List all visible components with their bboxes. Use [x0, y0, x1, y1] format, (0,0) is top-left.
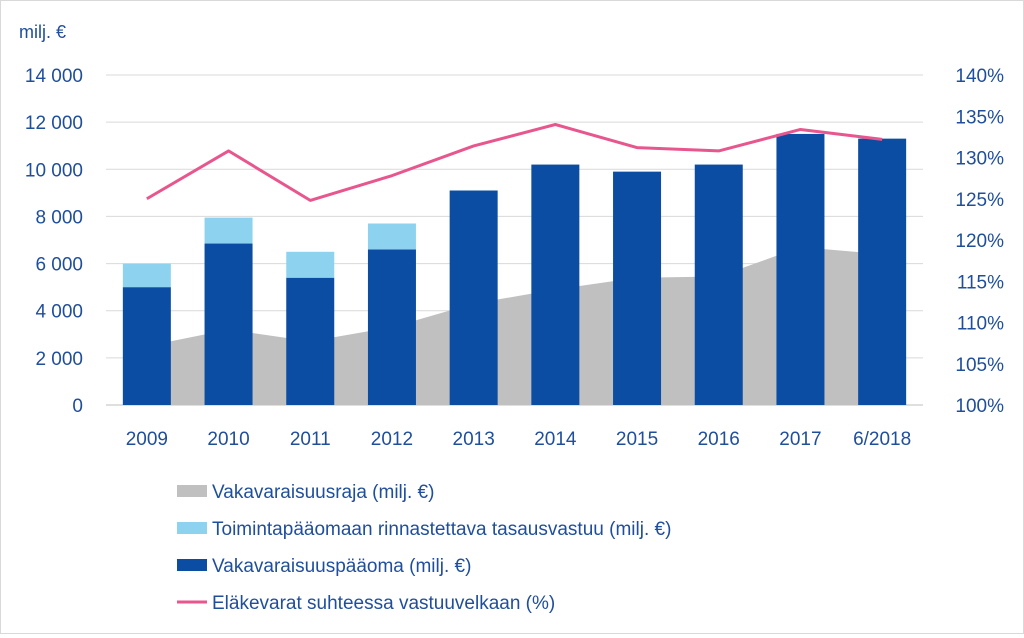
bar-vakavaraisuuspaaoma	[531, 165, 579, 405]
right-tick-label: 135%	[955, 107, 1004, 128]
line-elakevarat	[147, 125, 882, 201]
left-axis-ticks: 0 2 000 4 000 6 000 8 000 10 000 12 000 14 000	[25, 66, 83, 417]
bar-vakavaraisuuspaaoma	[695, 165, 743, 405]
left-tick-label: 8 000	[35, 207, 83, 228]
left-tick-label: 10 000	[25, 160, 83, 181]
legend-label: Eläkevarat suhteessa vastuuvelkaan (%)	[212, 593, 555, 614]
left-tick-label: 12 000	[25, 113, 83, 134]
legend: Vakavaraisuusraja (milj. €) Toimintapääom…	[177, 482, 671, 614]
x-tick-label: 2015	[616, 429, 658, 450]
bar-vakavaraisuuspaaoma	[613, 172, 661, 405]
left-tick-label: 6 000	[35, 255, 83, 276]
right-axis-ticks: 100% 105% 110% 115% 120% 125% 130% 135% 140%	[955, 66, 1004, 417]
area-series	[147, 247, 882, 405]
right-tick-label: 130%	[955, 149, 1004, 170]
bar-vakavaraisuuspaaoma	[450, 191, 498, 406]
right-tick-label: 115%	[957, 272, 1004, 293]
bar-tasausvastuu	[205, 218, 253, 244]
line-series	[147, 124, 882, 200]
x-axis-ticks: 2009 2010 2011 2012 2013 2014 2015 2016 2017 6/20…	[126, 429, 912, 450]
x-tick-label: 2016	[698, 429, 740, 450]
bar-vakavaraisuuspaaoma	[123, 287, 171, 405]
legend-swatch	[177, 559, 207, 571]
x-tick-label: 2010	[207, 429, 249, 450]
legend-swatch	[177, 485, 207, 497]
bar-vakavaraisuuspaaoma	[368, 249, 416, 405]
left-tick-label: 2 000	[35, 349, 83, 370]
x-tick-label: 2013	[453, 429, 495, 450]
x-tick-label: 6/2018	[853, 429, 911, 450]
x-tick-label: 2012	[371, 429, 413, 450]
bar-vakavaraisuuspaaoma	[286, 278, 334, 405]
x-tick-label: 2014	[534, 429, 577, 450]
bar-tasausvastuu	[286, 252, 334, 278]
left-tick-label: 0	[72, 396, 83, 417]
bar-vakavaraisuuspaaoma	[205, 244, 253, 405]
bar-tasausvastuu	[368, 224, 416, 250]
legend-swatch	[177, 522, 207, 534]
bar-tasausvastuu	[123, 264, 171, 288]
right-tick-label: 120%	[955, 231, 1004, 252]
right-tick-label: 110%	[957, 314, 1004, 335]
legend-label: Vakavaraisuusraja (milj. €)	[212, 482, 434, 503]
right-tick-label: 105%	[955, 355, 1004, 376]
bar-vakavaraisuuspaaoma	[776, 134, 824, 405]
legend-label: Toimintapääomaan rinnastettava tasausvas…	[212, 519, 671, 540]
y-axis-unit-label: milj. €	[19, 22, 66, 42]
area-vakavaraisuusraja	[147, 247, 882, 405]
legend-label: Vakavaraisuuspääoma (milj. €)	[212, 556, 471, 577]
x-tick-label: 2011	[290, 429, 331, 450]
right-tick-label: 100%	[955, 396, 1004, 417]
right-tick-label: 140%	[955, 66, 1004, 87]
left-tick-label: 4 000	[35, 302, 83, 323]
left-tick-label: 14 000	[25, 66, 83, 87]
bar-vakavaraisuuspaaoma	[858, 139, 906, 405]
x-tick-label: 2017	[779, 429, 821, 450]
right-tick-label: 125%	[955, 190, 1004, 211]
x-tick-label: 2009	[126, 429, 168, 450]
